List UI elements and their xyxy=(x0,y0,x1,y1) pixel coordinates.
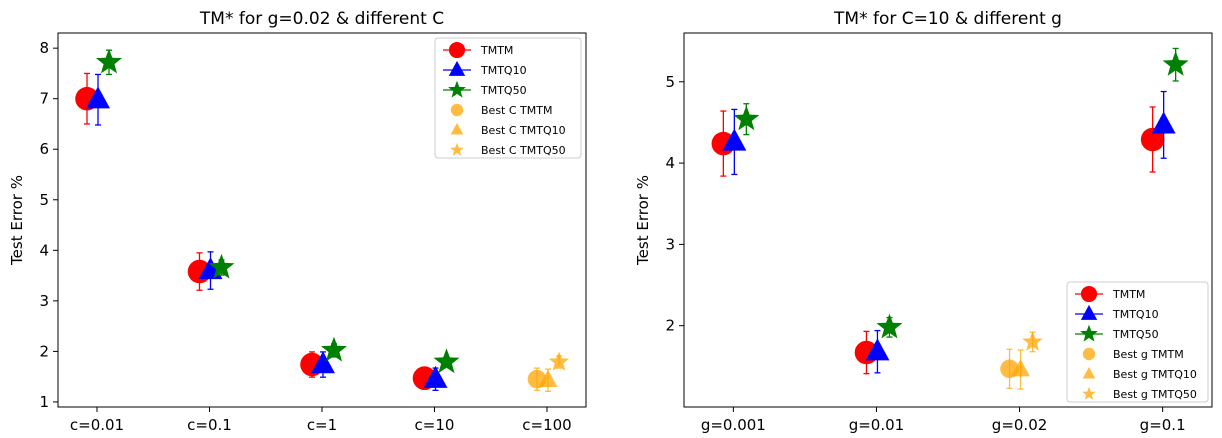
data-point xyxy=(433,348,460,374)
plot-frame xyxy=(683,32,1213,408)
data-point xyxy=(208,253,235,279)
data-point xyxy=(320,336,348,362)
y-tick-label: 4 xyxy=(665,154,675,172)
triangle-icon xyxy=(1080,304,1098,320)
triangle-icon xyxy=(1082,367,1096,379)
x-tick-label: g=0.01 xyxy=(849,416,905,434)
triangle-icon xyxy=(448,60,466,76)
legend-entry: Best g TMTQ50 xyxy=(1082,386,1197,401)
x-tick-label: c=0.01 xyxy=(70,416,124,434)
data-point xyxy=(1140,127,1165,152)
series-best-g-tmtq10 xyxy=(1011,349,1030,390)
series-best-g-tmtq50 xyxy=(1022,331,1043,353)
legend-entry: TMTQ50 xyxy=(443,80,527,98)
triangle-icon xyxy=(450,123,464,135)
legend-label: TMTQ10 xyxy=(1112,308,1159,321)
x-tick-label: g=0.02 xyxy=(992,416,1048,434)
legend-entry: Best g TMTM xyxy=(1082,347,1184,361)
legend-label: Best g TMTM xyxy=(1113,348,1184,361)
data-point xyxy=(1162,51,1189,76)
data-point xyxy=(1022,331,1043,351)
y-axis-label: Test Error % xyxy=(634,175,652,266)
legend-label: TMTM xyxy=(1112,288,1145,301)
y-tick-label: 5 xyxy=(39,191,49,209)
data-point xyxy=(538,369,558,388)
legend-entry: TMTQ10 xyxy=(443,60,527,77)
data-point xyxy=(86,86,110,109)
data-point xyxy=(311,351,335,374)
circle-icon xyxy=(448,41,466,59)
circle-icon xyxy=(1080,285,1098,303)
data-point xyxy=(423,365,448,388)
data-point xyxy=(95,48,123,74)
circle-icon xyxy=(450,103,464,117)
legend-label: Best g TMTQ10 xyxy=(1113,368,1197,381)
data-point xyxy=(1151,111,1176,134)
series-tmtq50 xyxy=(95,48,460,374)
series-tmtq50 xyxy=(733,47,1189,339)
data-point xyxy=(548,351,570,371)
data-point xyxy=(876,313,903,339)
y-tick-label: 3 xyxy=(665,235,675,253)
y-tick-label: 5 xyxy=(665,73,675,91)
legend-entry: TMTM xyxy=(1075,285,1145,303)
legend-label: TMTM xyxy=(480,44,513,57)
legend-entry: TMTM xyxy=(443,41,513,59)
legend-entry: TMTQ50 xyxy=(1075,324,1159,342)
legend-entry: Best g TMTQ10 xyxy=(1082,367,1197,381)
legend-label: Best C TMTM xyxy=(481,104,552,117)
x-tick-label: c=1 xyxy=(307,416,337,434)
series-tmtm xyxy=(75,72,437,390)
series-tmtq10 xyxy=(722,90,1176,374)
y-tick-label: 8 xyxy=(39,39,49,57)
y-tick-label: 2 xyxy=(665,317,675,335)
data-point xyxy=(722,128,747,151)
legend-entry: Best C TMTQ50 xyxy=(450,142,566,157)
star-icon xyxy=(450,142,464,156)
data-point xyxy=(865,338,890,361)
y-tick-label: 1 xyxy=(39,393,49,411)
x-tick-label: g=0.1 xyxy=(1140,416,1186,434)
series-tmtq10 xyxy=(86,73,448,391)
legend-label: Best C TMTQ10 xyxy=(481,124,566,137)
legend-box xyxy=(434,37,582,159)
star-icon xyxy=(1082,386,1096,400)
chart-panel-1: TM* for g=0.02 & different C Test Error %… xyxy=(8,9,587,434)
x-tick-label: g=0.001 xyxy=(701,416,766,434)
legend-label: TMTQ50 xyxy=(480,84,527,97)
legend: TMTM TMTQ10 TMTQ50 Best C TMTM Best C TMTQ10… xyxy=(434,37,582,159)
legend-box xyxy=(1066,281,1209,403)
chart-title: TM* for g=0.02 & different C xyxy=(199,9,444,29)
y-tick-label: 7 xyxy=(39,90,49,108)
y-tick-label: 2 xyxy=(39,342,49,360)
series-best-c-tmtq50 xyxy=(548,351,570,371)
data-point xyxy=(733,105,760,131)
circle-icon xyxy=(1082,347,1096,361)
legend-label: Best C TMTQ50 xyxy=(481,144,566,157)
x-tick-label: c=0.1 xyxy=(187,416,232,434)
legend-label: TMTQ10 xyxy=(480,64,527,77)
y-tick-label: 6 xyxy=(39,140,49,158)
legend-entry: Best C TMTQ10 xyxy=(450,123,566,137)
plot-frame xyxy=(57,32,587,408)
series-best-c-tmtq10 xyxy=(538,368,558,392)
y-tick-label: 4 xyxy=(39,241,49,259)
y-axis-label: Test Error % xyxy=(8,175,26,266)
star-icon xyxy=(448,80,466,98)
chart-panel-2: TM* for C=10 & different g Test Error % 2 3… xyxy=(634,9,1213,434)
data-point xyxy=(1011,359,1030,377)
legend: TMTM TMTQ10 TMTQ50 Best g TMTM Best g TMTQ10… xyxy=(1066,281,1209,403)
x-tick-label: c=10 xyxy=(415,416,455,434)
legend-label: TMTQ50 xyxy=(1112,328,1159,341)
y-tick-label: 3 xyxy=(39,292,49,310)
x-tick-label: c=100 xyxy=(522,416,571,434)
star-icon xyxy=(1080,324,1098,342)
legend-entry: TMTQ10 xyxy=(1075,304,1159,321)
chart-title: TM* for C=10 & different g xyxy=(833,9,1062,29)
legend-entry: Best C TMTM xyxy=(450,103,552,117)
legend-label: Best g TMTQ50 xyxy=(1113,388,1197,401)
